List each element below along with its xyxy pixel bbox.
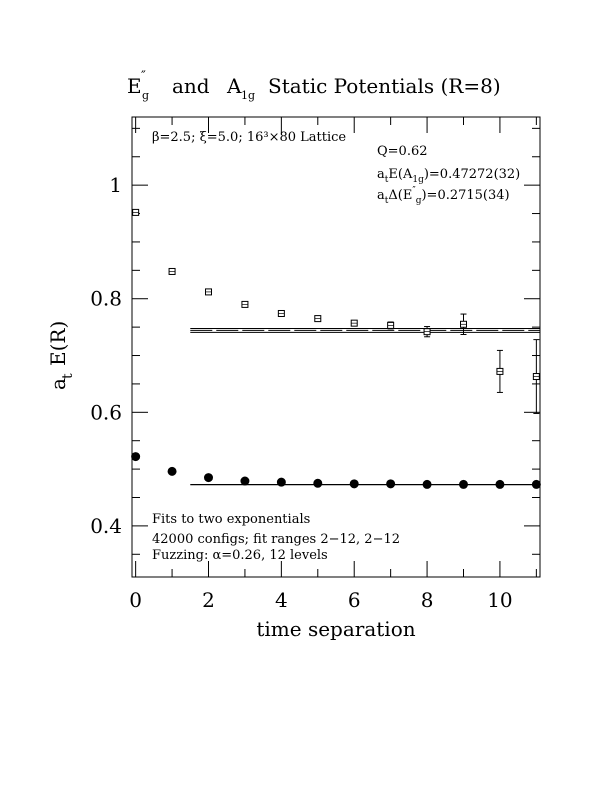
data-point-circle: [495, 479, 505, 489]
y-tick-label: 0.4: [90, 514, 122, 538]
title-text: and: [172, 74, 210, 98]
note-fits: Fits to two exponentials: [152, 512, 310, 527]
svg-text:E: E: [127, 74, 142, 98]
data-point-circle: [459, 479, 468, 489]
chart-title: E ″ g and A 1g Static Potentials (R=8): [127, 69, 501, 102]
fit-a1g-text: atE(A1g)=0.47272(32): [377, 167, 520, 185]
data-point-circle: [349, 479, 359, 489]
y-tick-label: 0.6: [90, 400, 122, 424]
data-point-circle: [131, 452, 141, 462]
y-axis-label: a t E(R): [46, 321, 76, 390]
data-point-circle: [531, 479, 541, 489]
svg-text:atΔ(E″g)=0.2715(34): atΔ(E″g)=0.2715(34): [377, 186, 510, 206]
y-axis-label-sub: t: [60, 373, 76, 379]
fit-eg-sup: ″: [412, 186, 416, 196]
x-tick-label: 6: [348, 588, 361, 612]
axis-ticks: [132, 117, 540, 577]
x-tick-label: 8: [421, 588, 434, 612]
fit-a1g-sub2: 1g: [412, 175, 424, 185]
title-sym2-main: A: [226, 74, 242, 98]
x-tick-label: 0: [129, 588, 142, 612]
data-point-circle: [386, 479, 396, 489]
y-axis-label-rest: E(R): [46, 321, 70, 366]
data-point-circle: [422, 479, 432, 489]
data-point-circle: [204, 473, 213, 483]
fit-lines: [190, 327, 540, 486]
x-tick-label: 4: [275, 588, 288, 612]
title-sym2-sub: 1g: [241, 89, 255, 102]
title-sym1-sub: g: [142, 89, 149, 102]
lattice-params-text: β=2.5; ξ=5.0; 16³×80 Lattice: [152, 130, 346, 145]
title-sym1-sup: ″: [141, 69, 146, 84]
fit-eg-mid: Δ(E: [388, 188, 412, 203]
fit-a1g-mid: E(A: [388, 167, 413, 182]
note-fuzzing: Fuzzing: α=0.26, 12 levels: [152, 548, 328, 563]
data-point-circle: [167, 466, 177, 476]
plot-frame: [131, 116, 541, 578]
y-tick-label: 1: [109, 173, 122, 197]
fit-a1g-sub: t: [385, 175, 389, 185]
data-point-circle: [240, 476, 250, 486]
title-text-2: Static Potentials (R=8): [268, 74, 501, 98]
data-points: [131, 208, 541, 489]
axis-tick-labels: 0 2 4 6 8 10 0.4 0.6 0.8 1: [90, 173, 512, 612]
data-point-circle: [313, 478, 323, 488]
x-tick-label: 2: [202, 588, 215, 612]
data-point-circle: [276, 477, 286, 487]
fit-eg-post: )=0.2715(34): [421, 188, 509, 203]
x-axis-label: time separation: [256, 617, 415, 641]
fit-eg-sub2: g: [416, 196, 422, 206]
note-configs: 42000 configs; fit ranges 2−12, 2−12: [152, 532, 400, 547]
q-value-text: Q=0.62: [377, 144, 428, 159]
y-axis-label-main: a: [46, 378, 70, 390]
fit-eg-pre: a: [377, 188, 385, 203]
y-tick-label: 0.8: [90, 287, 122, 311]
fit-a1g-pre: a: [377, 167, 385, 182]
fit-eg-sub: t: [385, 196, 389, 206]
fit-eg-text: atΔ(E″g)=0.2715(34): [377, 186, 510, 206]
fit-a1g-post: )=0.47272(32): [424, 167, 520, 182]
title-sym1-main: E: [127, 74, 142, 98]
svg-text:atE(A1g)=0.47272(32): atE(A1g)=0.47272(32): [377, 167, 520, 185]
x-tick-label: 10: [487, 588, 512, 612]
